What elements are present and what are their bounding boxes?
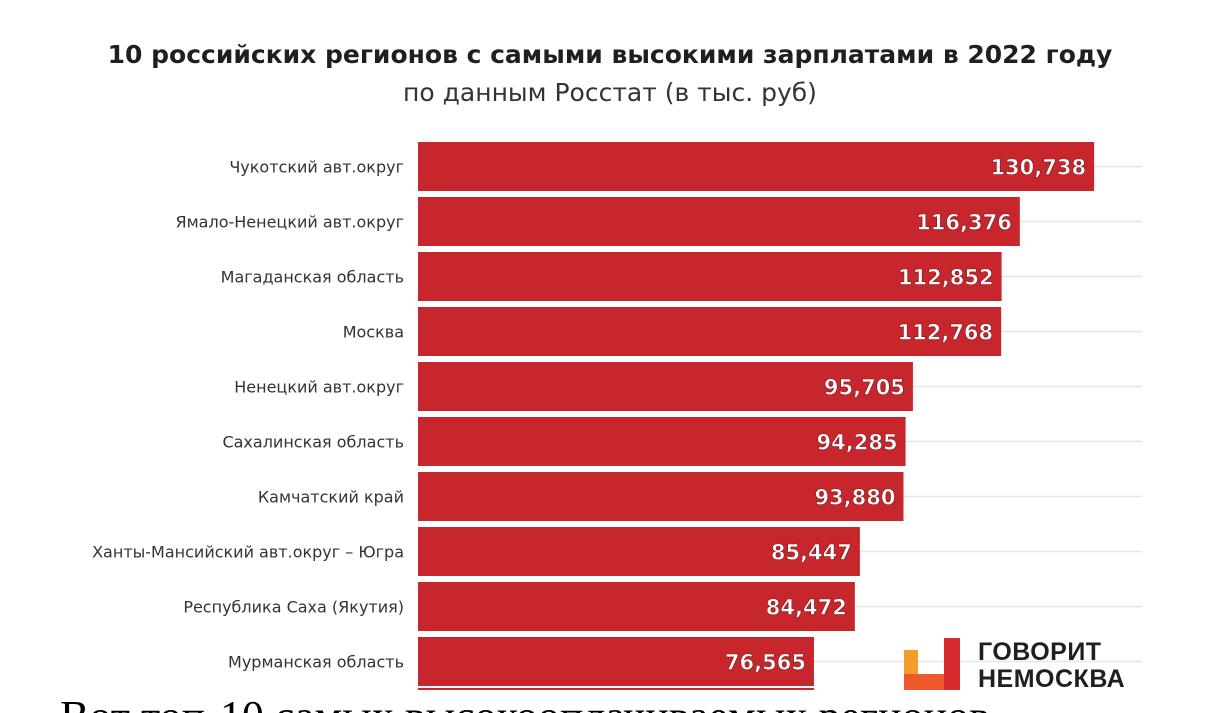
logo-line-2: НЕМОСКВА	[978, 665, 1126, 693]
bar	[418, 307, 1002, 356]
cropped-caption-text: Вот топ-10 самых высокооплачиваемых реги…	[60, 695, 990, 713]
category-label: Мурманская область	[228, 653, 404, 672]
bar	[418, 142, 1095, 191]
value-label: 76,565	[725, 651, 806, 675]
value-label: 84,472	[766, 596, 847, 620]
value-label: 95,705	[824, 376, 905, 400]
category-label: Чукотский авт.округ	[229, 158, 404, 177]
category-label: Камчатский край	[258, 488, 404, 507]
value-label: 112,768	[898, 321, 994, 345]
category-label: Ненецкий авт.округ	[234, 378, 404, 397]
bar	[418, 472, 904, 521]
bar	[418, 527, 860, 576]
chart-title: 10 российских регионов с самыми высокими…	[107, 40, 1113, 69]
value-label: 130,738	[990, 156, 1086, 180]
category-label: Москва	[343, 323, 404, 342]
bar	[418, 252, 1002, 301]
chart-subtitle: по данным Росстат (в тыс. руб)	[403, 78, 817, 107]
bar	[418, 362, 913, 411]
logo-line-1: ГОВОРИТ	[978, 638, 1102, 666]
value-label: 85,447	[771, 541, 852, 565]
category-label: Магаданская область	[221, 268, 404, 287]
cropped-caption: Вот топ-10 самых высокооплачиваемых реги…	[0, 695, 1220, 713]
bar	[418, 637, 814, 686]
logo-bars-icon	[904, 638, 960, 690]
bar	[418, 417, 906, 466]
bar	[418, 197, 1020, 246]
category-label: Ханты-Мансийский авт.округ – Югра	[92, 543, 404, 562]
value-label: 112,852	[898, 266, 994, 290]
category-label: Ямало-Ненецкий авт.округ	[175, 213, 404, 232]
value-label: 94,285	[817, 431, 898, 455]
category-label: Республика Саха (Якутия)	[183, 598, 404, 617]
govorit-nemoskva-logo: ГОВОРИТ НЕМОСКВА	[904, 638, 1164, 694]
category-label: Сахалинская область	[222, 433, 404, 452]
bar	[418, 582, 855, 631]
value-label: 93,880	[814, 486, 895, 510]
value-label: 116,376	[916, 211, 1012, 235]
